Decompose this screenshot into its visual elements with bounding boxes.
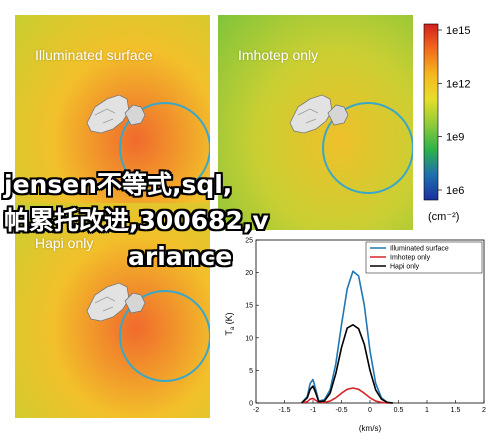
panel-hapi-only-map <box>15 203 210 418</box>
colorbar-svg: 1e15 1e12 1e9 1e6 (cm⁻²) <box>423 23 470 223</box>
panel-illuminated-surface-title: Illuminated surface <box>35 47 153 63</box>
legend-entry: Illuminated surface <box>390 246 449 253</box>
legend: Illuminated surface Imhotep only Hapi only <box>365 241 483 274</box>
colorbar-tick-label: 1e15 <box>446 25 470 37</box>
x-tick-label: 1 <box>425 407 429 414</box>
y-tick-label: 25 <box>245 238 253 245</box>
y-tick-label: 10 <box>245 335 253 342</box>
panel-imhotep-only-title: Imhotep only <box>238 47 319 63</box>
orbit-circle <box>322 102 413 194</box>
colorbar-unit-label: (cm⁻²) <box>428 211 459 223</box>
panel-hapi-only-title: Hapi only <box>35 235 94 251</box>
x-tick-label: 1.5 <box>451 407 461 414</box>
x-tick-label: -1 <box>310 407 316 414</box>
panel-illuminated-surface-map <box>15 15 210 230</box>
x-axis-label: (km/s) <box>359 424 382 433</box>
panel-illuminated-surface: Illuminated surface <box>15 15 210 230</box>
comet-nucleus-icon <box>86 94 146 134</box>
orbit-circle <box>119 290 210 382</box>
y-tick-label: 0 <box>249 401 253 408</box>
x-tick-label: -2 <box>253 407 259 414</box>
overlay-text-line-2: 帕累托改进,300682,v <box>4 206 269 235</box>
colorbar-tick-label: 1e12 <box>446 78 470 90</box>
panel-hapi-only: Hapi only <box>15 203 210 418</box>
colorbar-gradient <box>423 23 439 201</box>
y-tick-label: 20 <box>245 270 253 277</box>
overlay-text-line-3: ariance <box>128 242 233 271</box>
x-tick-label: -0.5 <box>335 407 347 414</box>
comet-nucleus-icon <box>289 94 349 134</box>
x-tick-label: 0 <box>368 407 372 414</box>
comet-nucleus-icon <box>86 282 146 322</box>
x-tick-label: 0.5 <box>394 407 404 414</box>
colorbar-tick-label: 1e9 <box>446 132 464 144</box>
series-line-1 <box>301 387 393 404</box>
line-chart: -2 -1.5 -1 -0.5 0 0.5 1 1.5 2 0 5 10 15 20 25 (km/s) … <box>212 228 500 435</box>
colorbar: 1e15 1e12 1e9 1e6 (cm⁻²) <box>418 20 498 230</box>
y-tick-label: 15 <box>245 303 253 310</box>
colorbar-tick-label: 1e6 <box>446 185 464 197</box>
x-tick-label: 2 <box>482 407 486 414</box>
legend-entry: Hapi only <box>390 264 420 271</box>
legend-entry: Imhotep only <box>390 255 431 262</box>
y-axis-label: Ta (K) <box>224 312 236 335</box>
y-tick-label: 5 <box>249 368 253 375</box>
series-line-0 <box>300 270 393 404</box>
overlay-text-line-1: jensen不等式,sql, <box>4 170 233 199</box>
x-tick-label: -1.5 <box>278 407 290 414</box>
panel-imhotep-only-map <box>218 15 413 230</box>
series-line-2 <box>301 323 393 404</box>
panel-imhotep-only: Imhotep only <box>218 15 413 230</box>
orbit-circle <box>119 102 210 194</box>
